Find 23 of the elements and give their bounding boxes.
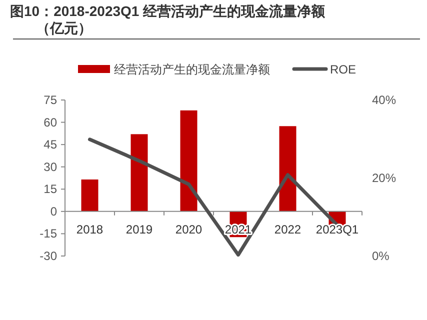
y2-tick-label: 40% bbox=[372, 93, 396, 107]
chart-title: 图10：2018-2023Q1 经营活动产生的现金流量净额（亿元） bbox=[10, 3, 326, 36]
y-tick-label: -30 bbox=[40, 249, 58, 263]
bar bbox=[279, 126, 296, 212]
y2-tick-label: 0% bbox=[372, 249, 390, 263]
legend-label: 经营活动产生的现金流量净额 bbox=[114, 62, 270, 76]
bar bbox=[130, 134, 148, 212]
legend-label: ROE bbox=[330, 62, 356, 76]
x-tick-label: 2019 bbox=[126, 222, 153, 236]
bar bbox=[180, 110, 198, 212]
y-tick-label: 60 bbox=[44, 115, 58, 130]
y-tick-label: 0 bbox=[50, 204, 58, 218]
y-tick-label: -15 bbox=[40, 226, 58, 241]
y-tick-label: 30 bbox=[44, 160, 58, 174]
x-tick-label: 2022 bbox=[274, 222, 302, 236]
x-tick-label: 2023Q1 bbox=[316, 222, 359, 236]
y2-tick-label: 20% bbox=[372, 171, 396, 185]
y-tick-label: 45 bbox=[44, 138, 58, 152]
y-tick-label: 15 bbox=[44, 182, 58, 196]
x-tick-label: 2018 bbox=[76, 222, 104, 236]
x-tick-label: 2020 bbox=[175, 222, 202, 236]
bar bbox=[81, 179, 98, 212]
y-tick-label: 75 bbox=[44, 93, 58, 107]
